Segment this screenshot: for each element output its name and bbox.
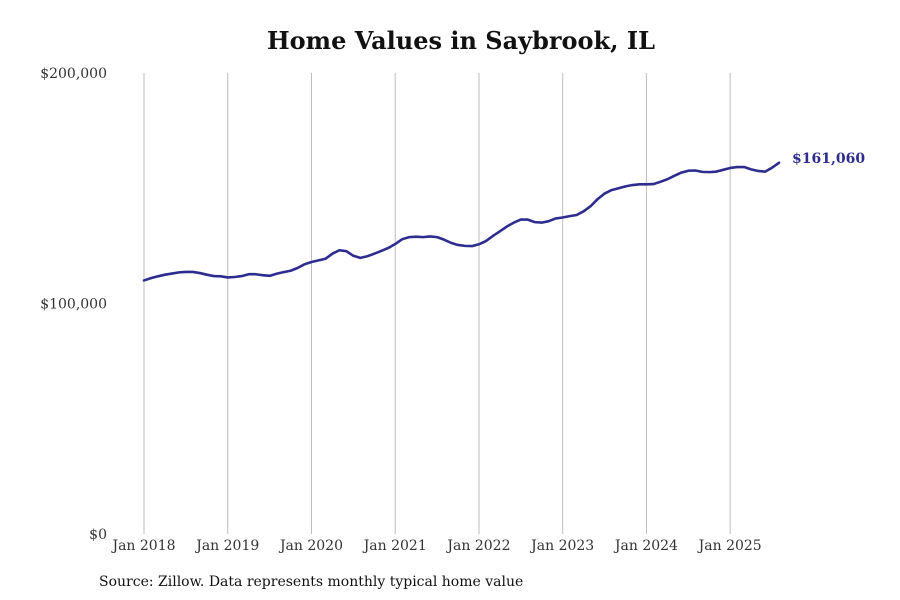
end-value-label: $161,060 [792,151,865,167]
x-tick-label: Jan 2022 [445,538,510,554]
series-layer [142,161,781,282]
data-labels: $161,060 [792,151,865,167]
series-line-0 [142,161,781,282]
y-tick-label: $0 [89,527,107,543]
x-axis-ticks: Jan 2018 Jan 2019 Jan 2020 Jan 2021 Jan 2022… [110,538,761,554]
x-tick-label: Jan 2023 [529,538,594,554]
y-tick-label: $100,000 [40,297,107,313]
x-tick-label: Jan 2018 [110,538,175,554]
x-tick-label: Jan 2020 [278,538,343,554]
gridlines [143,73,731,534]
x-tick-label: Jan 2021 [362,538,427,554]
chart-title: Home Values in Saybrook, IL [266,26,655,55]
x-tick-label: Jan 2024 [613,538,678,554]
x-tick-label: Jan 2025 [697,538,762,554]
y-axis-ticks: $0 $100,000 $200,000 [40,66,107,543]
source-note: Source: Zillow. Data represents monthly … [99,574,524,590]
x-tick-label: Jan 2019 [194,538,259,554]
y-tick-label: $200,000 [40,66,107,82]
